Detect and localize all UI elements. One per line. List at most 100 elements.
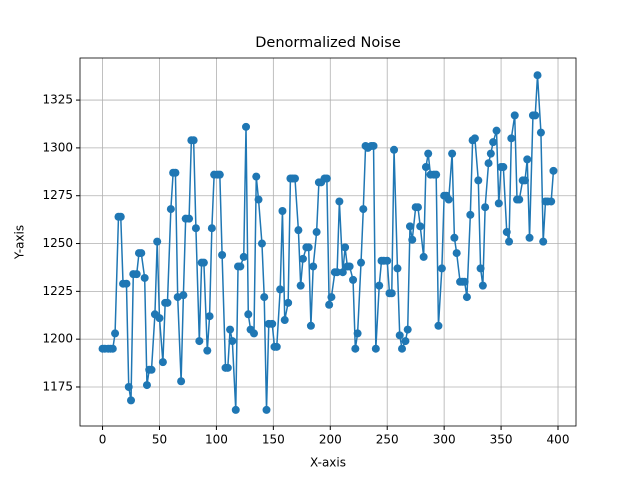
marker	[507, 134, 516, 143]
marker	[312, 228, 321, 237]
marker	[478, 281, 487, 290]
x-tick-label: 0	[99, 433, 107, 447]
marker	[450, 233, 459, 242]
marker	[179, 291, 188, 300]
marker	[290, 174, 299, 183]
marker	[195, 337, 204, 346]
marker	[531, 111, 540, 120]
marker	[398, 344, 407, 353]
y-tick-label: 1175	[42, 379, 73, 393]
y-tick-label: 1250	[42, 236, 73, 250]
marker	[523, 155, 532, 164]
marker	[525, 233, 534, 242]
marker	[486, 149, 495, 158]
marker	[278, 207, 287, 216]
marker	[470, 134, 479, 143]
marker	[349, 275, 358, 284]
marker	[205, 312, 214, 321]
marker	[147, 365, 156, 374]
marker	[510, 111, 519, 120]
marker	[163, 298, 172, 307]
marker	[239, 252, 248, 261]
marker	[539, 237, 548, 246]
marker	[111, 329, 120, 338]
y-tick-label: 1200	[42, 332, 73, 346]
marker	[218, 251, 227, 260]
y-tick-label: 1325	[42, 93, 73, 107]
marker	[231, 405, 240, 414]
chart-title: Denormalized Noise	[255, 35, 401, 51]
marker	[437, 264, 446, 273]
x-tick-label: 200	[319, 433, 342, 447]
marker	[254, 195, 263, 204]
marker	[371, 344, 380, 353]
marker	[536, 128, 545, 137]
marker	[460, 277, 469, 286]
marker	[547, 197, 556, 206]
marker	[432, 170, 441, 179]
plot-frame	[79, 57, 577, 427]
marker	[296, 281, 305, 290]
marker	[359, 205, 368, 214]
y-tick-label: 1225	[42, 284, 73, 298]
marker	[375, 281, 384, 290]
marker	[383, 256, 392, 265]
marker	[484, 159, 493, 168]
marker	[203, 346, 212, 355]
marker	[280, 316, 289, 325]
marker	[494, 199, 503, 208]
marker	[357, 258, 366, 267]
marker	[333, 268, 342, 277]
marker	[462, 293, 471, 302]
marker	[171, 168, 180, 177]
line	[102, 75, 555, 410]
marker	[122, 279, 131, 288]
marker	[520, 176, 529, 185]
marker	[413, 203, 422, 212]
marker	[276, 285, 285, 294]
marker	[448, 149, 457, 158]
x-tick-label: 400	[547, 433, 570, 447]
marker	[108, 344, 117, 353]
y-tick-label: 1275	[42, 188, 73, 202]
marker	[223, 363, 232, 372]
marker	[408, 235, 417, 244]
x-tick-label: 250	[376, 433, 399, 447]
marker	[489, 138, 498, 147]
marker	[405, 222, 414, 231]
marker	[284, 298, 293, 307]
marker	[127, 396, 136, 405]
marker	[434, 321, 443, 330]
marker	[116, 212, 125, 221]
y-tick-label: 1300	[42, 140, 73, 154]
marker	[335, 197, 344, 206]
marker	[306, 321, 315, 330]
marker	[124, 382, 133, 391]
marker	[215, 170, 224, 179]
x-tick-label: 150	[262, 433, 285, 447]
marker	[185, 214, 194, 223]
marker	[236, 262, 245, 271]
marker	[257, 239, 266, 248]
marker	[387, 289, 396, 298]
marker	[499, 163, 508, 172]
marker	[191, 224, 200, 233]
marker	[252, 172, 261, 181]
marker	[262, 405, 271, 414]
marker	[166, 205, 175, 214]
marker	[226, 325, 235, 334]
marker	[345, 262, 354, 271]
marker	[474, 176, 483, 185]
x-axis-label: X-axis	[310, 456, 346, 470]
x-tick-label: 100	[205, 433, 228, 447]
marker	[242, 122, 251, 131]
x-tick-label: 50	[152, 433, 167, 447]
marker	[549, 166, 558, 175]
marker	[466, 210, 475, 219]
marker	[351, 344, 360, 353]
marker	[416, 222, 425, 231]
marker	[153, 237, 162, 246]
marker	[515, 195, 524, 204]
